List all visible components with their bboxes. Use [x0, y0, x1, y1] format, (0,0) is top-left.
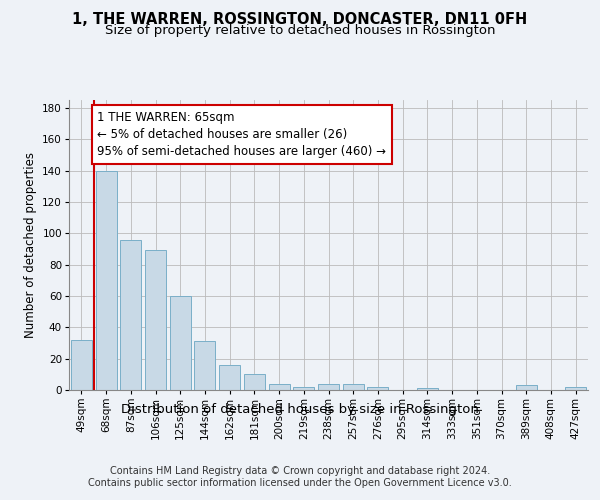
- Text: Size of property relative to detached houses in Rossington: Size of property relative to detached ho…: [105, 24, 495, 37]
- Text: Distribution of detached houses by size in Rossington: Distribution of detached houses by size …: [121, 402, 479, 415]
- Bar: [343, 384, 364, 390]
- Bar: [244, 374, 265, 390]
- Bar: [71, 340, 92, 390]
- Bar: [95, 170, 116, 390]
- Text: Contains HM Land Registry data © Crown copyright and database right 2024.: Contains HM Land Registry data © Crown c…: [110, 466, 490, 476]
- Bar: [417, 388, 438, 390]
- Bar: [120, 240, 141, 390]
- Bar: [318, 384, 339, 390]
- Bar: [219, 365, 240, 390]
- Y-axis label: Number of detached properties: Number of detached properties: [24, 152, 37, 338]
- Bar: [194, 342, 215, 390]
- Bar: [269, 384, 290, 390]
- Text: 1 THE WARREN: 65sqm
← 5% of detached houses are smaller (26)
95% of semi-detache: 1 THE WARREN: 65sqm ← 5% of detached hou…: [97, 111, 386, 158]
- Bar: [565, 387, 586, 390]
- Bar: [367, 387, 388, 390]
- Bar: [145, 250, 166, 390]
- Bar: [170, 296, 191, 390]
- Text: 1, THE WARREN, ROSSINGTON, DONCASTER, DN11 0FH: 1, THE WARREN, ROSSINGTON, DONCASTER, DN…: [73, 12, 527, 28]
- Text: Contains public sector information licensed under the Open Government Licence v3: Contains public sector information licen…: [88, 478, 512, 488]
- Bar: [293, 387, 314, 390]
- Bar: [516, 386, 537, 390]
